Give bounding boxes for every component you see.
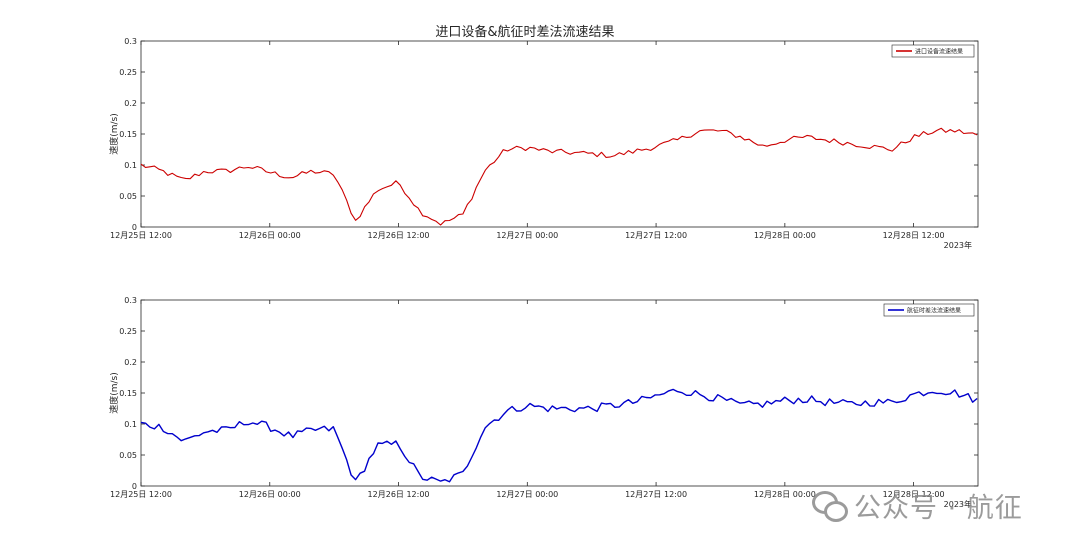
x-tick-label: 12月28日 12:00 [883,231,945,240]
x-year-label: 2023年 [944,499,972,509]
y-tick-label: 0.05 [119,192,137,201]
y-tick-label: 0.15 [119,130,137,139]
top-chart: 0 0.05 0.1 0.15 0.2 0.25 0.3 12月25日 12:00 12月26日… [108,37,979,250]
y-tick-label: 0.2 [124,358,137,367]
y-tick-label: 0.1 [124,420,137,429]
y-tick-label: 0 [132,482,137,491]
bottom-chart: 0 0.05 0.1 0.15 0.2 0.25 0.3 12月25日 12:00 12月26日… [108,296,979,509]
x-year-label: 2023年 [944,240,972,250]
x-tick-label: 12月27日 00:00 [496,490,558,499]
x-tick-label: 12月26日 00:00 [239,231,301,240]
y-tick-label: 0.3 [124,296,137,305]
watermark: 公众号 · 航征 [812,485,1062,525]
x-tick-label: 12月26日 00:00 [239,490,301,499]
legend-box [883,303,975,317]
series-line [140,388,978,483]
x-tick-label: 12月27日 12:00 [625,490,687,499]
x-tick-label: 12月27日 12:00 [625,231,687,240]
y-tick-label: 0 [132,223,137,232]
x-tick-label: 12月26日 12:00 [368,231,430,240]
y-axis-label: 速度(m/s) [108,113,120,155]
x-tick-label: 12月28日 00:00 [754,490,816,499]
x-tick-label: 12月25日 12:00 [110,231,172,240]
watermark-text: 公众号 · 航征 [854,492,1023,524]
x-tick-label: 12月28日 12:00 [883,490,945,499]
x-tick-label: 12月28日 00:00 [754,231,816,240]
legend-label: 进口设备流速结果 [915,48,963,56]
plot-frame [140,299,979,487]
x-tick-label: 12月25日 12:00 [110,490,172,499]
y-tick-label: 0.25 [119,327,137,336]
wechat-icon [812,490,848,522]
y-tick-label: 0.1 [124,161,137,170]
plot-frame [140,40,979,228]
y-tick-label: 0.25 [119,68,137,77]
legend-label: 航征时差法流速结果 [907,307,961,315]
y-tick-label: 0.05 [119,451,137,460]
y-tick-label: 0.3 [124,37,137,46]
series-line [140,127,978,226]
x-tick-label: 12月27日 00:00 [496,231,558,240]
figure-title: 进口设备&航征时差法流速结果 [435,24,614,40]
legend-box [891,44,975,58]
y-tick-label: 0.15 [119,389,137,398]
x-tick-label: 12月26日 12:00 [368,490,430,499]
y-tick-label: 0.2 [124,99,137,108]
y-axis-label: 速度(m/s) [108,372,120,414]
